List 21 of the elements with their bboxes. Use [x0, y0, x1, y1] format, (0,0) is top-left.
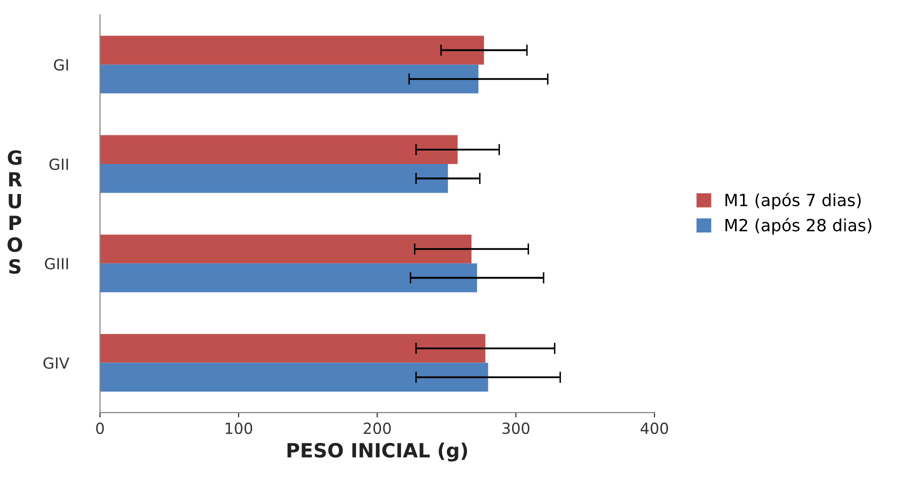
y-tick-label: GIII	[44, 258, 68, 270]
legend-label: M1 (após 7 dias)	[726, 192, 861, 210]
bar	[100, 135, 458, 164]
x-tick-label: 300	[502, 422, 530, 434]
x-tick-label: 200	[364, 422, 391, 434]
y-tick-label: GI	[54, 59, 68, 71]
y-axis-title: GRUPOS	[8, 150, 22, 274]
bar	[100, 362, 488, 392]
bar	[100, 36, 484, 65]
bar	[100, 263, 478, 292]
x-axis-title: PESO INICIAL (g)	[288, 442, 468, 462]
y-tick-label: GII	[49, 158, 68, 170]
y-tick-label: GIV	[43, 357, 70, 369]
bar	[100, 234, 472, 264]
legend-label: M2 (após 28 dias)	[726, 218, 872, 235]
bar	[100, 64, 478, 94]
x-tick-label: 400	[640, 422, 668, 434]
bar	[100, 164, 448, 193]
bar	[100, 334, 486, 363]
x-tick-label: 0	[96, 422, 104, 434]
x-tick-label: 100	[226, 422, 252, 434]
